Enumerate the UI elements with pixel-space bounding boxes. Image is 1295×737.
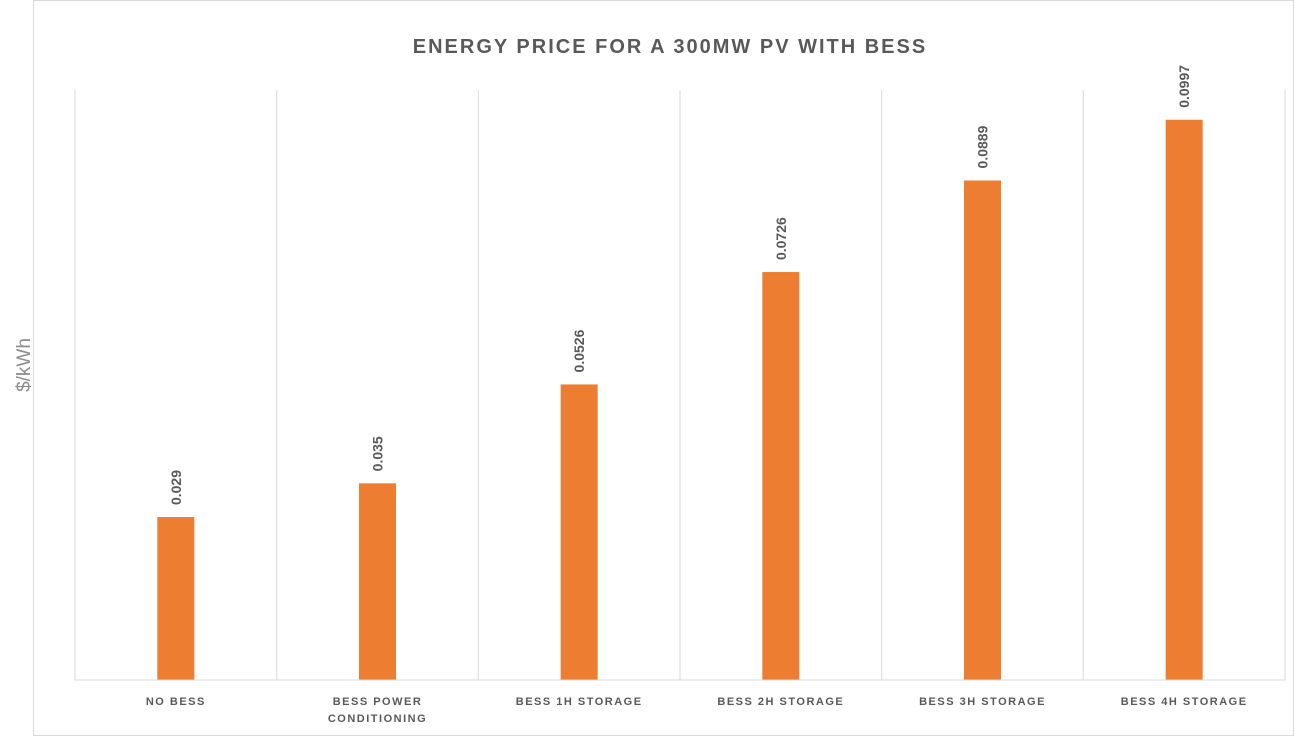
category-gridlines — [74, 90, 1286, 680]
category-label: BESS 4H STORAGE — [1121, 696, 1248, 708]
category-label: CONDITIONING — [328, 713, 427, 725]
category-label: BESS 2H STORAGE — [717, 696, 844, 708]
data-label: 0.0526 — [571, 329, 587, 372]
data-label: 0.0726 — [773, 217, 789, 260]
data-label: 0.0997 — [1176, 65, 1192, 108]
bar — [762, 272, 800, 680]
chart-title: ENERGY PRICE FOR A 300MW PV WITH BESS — [413, 36, 927, 58]
bar — [560, 384, 598, 680]
data-labels: 0.029 0.035 0.0526 0.0726 0.0889 0.0997 — [168, 65, 1192, 505]
chart-border — [33, 0, 1294, 736]
data-label: 0.0889 — [975, 125, 991, 168]
category-label: BESS POWER — [333, 696, 423, 708]
data-label: 0.035 — [370, 436, 386, 471]
bar — [964, 180, 1001, 680]
x-axis-tick-labels: NO BESS BESS POWER CONDITIONING BESS 1H STO… — [146, 696, 1248, 725]
bar — [359, 483, 396, 680]
category-label: BESS 1H STORAGE — [516, 696, 643, 708]
category-label: NO BESS — [146, 696, 206, 708]
bar — [1165, 119, 1203, 681]
data-label: 0.029 — [168, 470, 184, 505]
y-axis-label: $/kWh — [14, 338, 35, 392]
bars — [157, 119, 1203, 681]
category-label: BESS 3H STORAGE — [919, 696, 1046, 708]
bar — [157, 517, 195, 680]
